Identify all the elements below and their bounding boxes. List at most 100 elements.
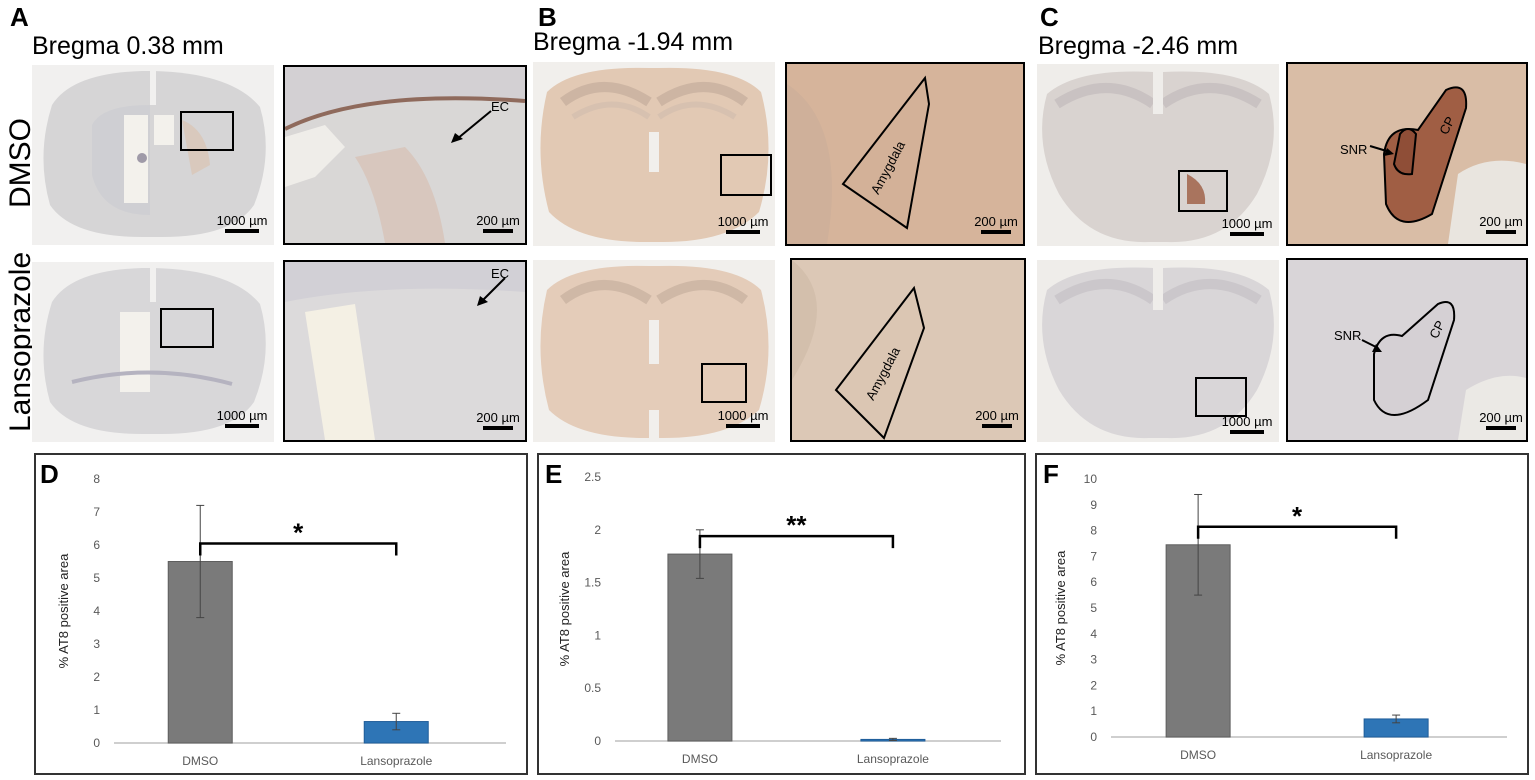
y-axis-label: % AT8 positive area: [557, 551, 572, 666]
y-tick-label: 0: [93, 736, 100, 750]
scalebar-overview: 1000 µm: [713, 214, 773, 234]
arrow-icon: [1361, 339, 1382, 352]
x-tick-label: DMSO: [182, 754, 218, 768]
zoom-tissue-image: [792, 260, 1024, 440]
micrograph-a-dmso-zoom: EC 200 µm: [283, 65, 527, 245]
x-tick-label: Lansoprazole: [1360, 748, 1432, 762]
bar-dmso: [667, 553, 733, 742]
y-axis-label: % AT8 positive area: [56, 553, 71, 668]
zoom-tissue-image: [1288, 64, 1526, 244]
scalebar-overview: 1000 µm: [212, 408, 272, 428]
micrograph-b-dmso-zoom: Amygdala 200 µm: [785, 62, 1025, 246]
arrow-icon: [1369, 145, 1394, 156]
micrograph-a-dmso-overview: 1000 µm: [32, 65, 274, 245]
brain-section-image: [1042, 260, 1274, 439]
scalebar-label: 1000 µm: [717, 214, 769, 229]
micrograph-b-lanso-zoom: Amygdala 200 µm: [790, 258, 1026, 442]
y-tick-label: 2: [594, 523, 601, 537]
scalebar-overview: 1000 µm: [1217, 414, 1277, 434]
annotation-ec: EC: [491, 266, 510, 281]
scalebar-label: 200 µm: [476, 213, 520, 228]
bar-chart-d: 0 1 2 3 4 5 6 7 8 % AT8 positive area DMSO Lansopra…: [56, 472, 506, 768]
y-tick-label: 8: [93, 472, 100, 486]
zoom-region-box: [180, 111, 234, 151]
y-tick-label: 6: [1090, 575, 1097, 589]
significance-stars: *: [1292, 501, 1303, 531]
micrograph-c-lanso-overview: 1000 µm: [1037, 260, 1279, 442]
zoom-tissue-image: [1288, 260, 1526, 440]
panel-letter-b: B: [538, 2, 557, 32]
zoom-region-box: [1195, 377, 1247, 417]
scalebar-label: 1000 µm: [717, 408, 769, 423]
scalebar-overview: 1000 µm: [212, 213, 272, 233]
micrograph-b-dmso-overview: 1000 µm: [533, 62, 775, 246]
micrograph-c-dmso-overview: 1000 µm: [1037, 64, 1279, 246]
significance-bracket: [698, 534, 895, 549]
panel-letter-e: E: [545, 459, 563, 489]
bregma-label-b: Bregma -1.94 mm: [533, 28, 734, 56]
y-tick-label: 2: [1090, 678, 1097, 692]
y-tick-label: 0: [594, 734, 601, 748]
micrograph-c-lanso-zoom: SNR CP 200 µm: [1286, 258, 1528, 442]
chart-f: F 0 1 2 3 4 5 6 7 8 9 10 % AT8 positive area DMSO Lan…: [1035, 453, 1529, 775]
y-tick-label: 2.5: [584, 470, 601, 484]
y-tick-label: 2: [93, 670, 100, 684]
y-tick-label: 8: [1090, 524, 1097, 538]
zoom-region-box: [160, 308, 214, 348]
scalebar-zoom: 200 µm: [972, 408, 1022, 428]
y-tick-label: 3: [1090, 653, 1097, 667]
micrograph-b-lanso-overview: 1000 µm: [533, 260, 775, 442]
x-tick-label: Lansoprazole: [360, 754, 432, 768]
y-tick-label: 4: [93, 604, 100, 618]
y-tick-label: 1: [93, 703, 100, 717]
y-tick-label: 0: [1090, 730, 1097, 744]
arrow-icon: [477, 277, 506, 306]
y-tick-label: 7: [1090, 549, 1097, 563]
panel-letter-c: C: [1040, 2, 1059, 32]
scalebar-zoom: 200 µm: [473, 410, 523, 430]
significance-bracket: [1196, 525, 1398, 539]
y-tick-label: 1: [594, 628, 601, 642]
annotation-snr: SNR: [1334, 328, 1362, 343]
scalebar-overview: 1000 µm: [1217, 216, 1277, 236]
micrograph-c-dmso-zoom: SNR CP 200 µm: [1286, 62, 1528, 246]
y-tick-label: 1.5: [584, 576, 601, 590]
annotation-snr: SNR: [1340, 142, 1368, 157]
bar-chart-e: 0 0.5 1 1.5 2 2.5 % AT8 positive area DMSO Lanso…: [557, 470, 1001, 766]
y-tick-label: 7: [93, 505, 100, 519]
brain-section-image: [1042, 64, 1274, 243]
x-tick-label: Lansoprazole: [857, 752, 929, 766]
y-tick-label: 0.5: [584, 681, 601, 695]
y-tick-label: 5: [93, 571, 100, 585]
x-tick-label: DMSO: [682, 752, 718, 766]
y-tick-label: 5: [1090, 601, 1097, 615]
bregma-label-a: Bregma 0.38 mm: [32, 32, 224, 60]
y-axis-label: % AT8 positive area: [1053, 550, 1068, 665]
zoom-region-box: [701, 363, 747, 403]
micrograph-a-lanso-overview: 1000 µm: [32, 262, 274, 442]
chart-d: D 0 1 2 3 4 5 6 7 8 % AT8 positive area DMSO Lansop…: [34, 453, 528, 775]
y-tick-label: 3: [93, 637, 100, 651]
scalebar-label: 1000 µm: [1221, 414, 1273, 429]
zoom-tissue-image: [285, 67, 525, 243]
y-tick-label: 9: [1090, 498, 1097, 512]
bar-chart-f: 0 1 2 3 4 5 6 7 8 9 10 % AT8 positive area DMSO Lanso…: [1053, 472, 1507, 762]
annotation-ec: EC: [491, 99, 510, 114]
scalebar-zoom: 200 µm: [1476, 214, 1526, 234]
zoom-region-box: [1178, 170, 1228, 212]
arrow-icon: [451, 110, 492, 143]
scalebar-label: 1000 µm: [216, 213, 268, 228]
zoom-tissue-image: [285, 262, 525, 440]
panel-letter-d: D: [40, 459, 59, 489]
scalebar-label: 200 µm: [476, 410, 520, 425]
scalebar-zoom: 200 µm: [971, 214, 1021, 234]
scalebar-zoom: 200 µm: [1476, 410, 1526, 430]
scalebar-label: 200 µm: [1479, 410, 1523, 425]
scalebar-label: 200 µm: [974, 214, 1018, 229]
zoom-tissue-image: [787, 64, 1023, 244]
significance-bracket: [198, 542, 398, 556]
zoom-region-box: [720, 154, 772, 196]
x-tick-label: DMSO: [1180, 748, 1216, 762]
y-tick-label: 6: [93, 538, 100, 552]
panel-letter-a: A: [10, 2, 29, 32]
